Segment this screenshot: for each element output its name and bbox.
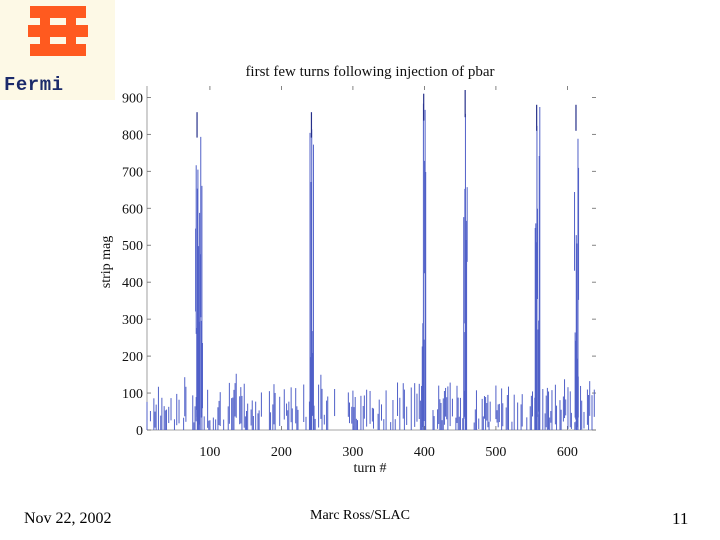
x-axis-label: turn # — [353, 461, 386, 476]
data-series — [146, 90, 595, 430]
y-axis-label: strip mag — [99, 236, 114, 289]
fermilab-logo: Fermi — [0, 0, 115, 100]
fermilab-logo-mark-icon — [28, 6, 88, 56]
y-tick-label: 0 — [136, 424, 143, 439]
x-tick-label: 300 — [342, 445, 363, 460]
y-tick-label: 700 — [122, 165, 143, 180]
logo-gap-bottom — [50, 37, 66, 44]
logo-gap-top — [50, 18, 66, 25]
x-tick-label: 200 — [271, 445, 292, 460]
logo-stem-right — [64, 6, 76, 56]
logo-text: Fermi — [4, 74, 64, 96]
footer-author: Marc Ross/SLAC — [310, 508, 410, 523]
y-tick-label: 400 — [122, 276, 143, 291]
y-tick-label: 900 — [122, 91, 143, 106]
y-tick-label: 600 — [122, 202, 143, 217]
chart-title: first few turns following injection of p… — [245, 64, 494, 80]
axes: 0 100 200 300 400 500 600 700 800 900 100 200 300 400… — [122, 86, 596, 460]
y-tick-label: 800 — [122, 128, 143, 143]
x-tick-label: 100 — [199, 445, 220, 460]
slide-number: 11 — [672, 509, 689, 528]
x-tick-label: 500 — [485, 445, 506, 460]
y-tick-label: 200 — [122, 350, 143, 365]
y-tick-label: 500 — [122, 239, 143, 254]
x-tick-label: 400 — [414, 445, 435, 460]
x-tick-label: 600 — [557, 445, 578, 460]
y-tick-label: 100 — [122, 387, 143, 402]
y-tick-label: 300 — [122, 313, 143, 328]
footer-date: Nov 22, 2002 — [24, 510, 112, 527]
logo-stem-left — [40, 6, 52, 56]
